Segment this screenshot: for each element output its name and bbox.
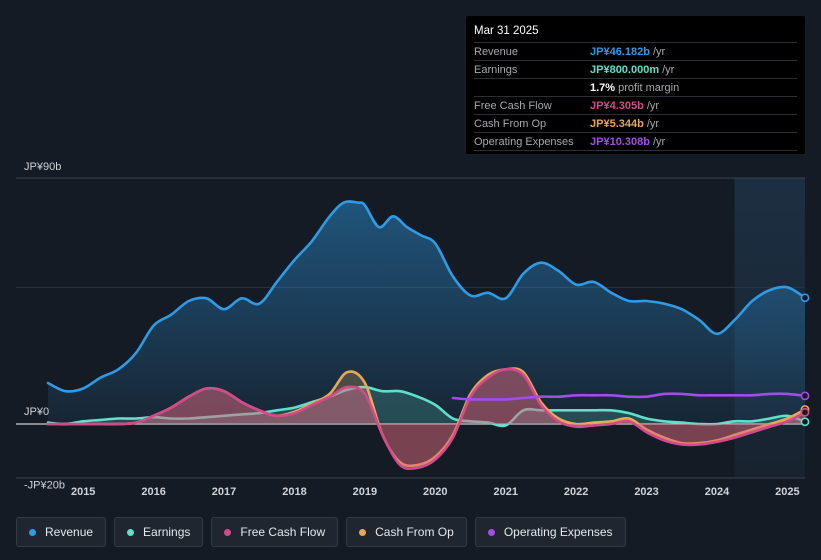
revenue-end-marker (800, 293, 810, 303)
earnings-area (48, 387, 805, 426)
legend-item-cash-from-op[interactable]: Cash From Op (346, 517, 467, 547)
legend-dot-icon (127, 528, 135, 536)
x-tick-label: 2025 (775, 486, 799, 498)
tooltip-unit: /yr (652, 135, 666, 148)
tooltip-value: JP¥800.000m (590, 63, 660, 76)
legend-item-revenue[interactable]: Revenue (16, 517, 107, 547)
free-cash-flow-line (46, 367, 806, 471)
tooltip-label: Revenue (474, 45, 519, 58)
tooltip-unit: /yr (662, 63, 675, 76)
tooltip-value: JP¥4.305b (590, 99, 644, 112)
operating-expenses-end-marker (800, 391, 810, 401)
x-tick-label: 2022 (564, 486, 588, 498)
tooltip-value: JP¥5.344b (590, 117, 644, 130)
legend-item-free-cash-flow[interactable]: Free Cash Flow (211, 517, 339, 547)
tooltip-label: Earnings (474, 63, 518, 76)
legend-item-earnings[interactable]: Earnings (114, 517, 204, 547)
revenue-area (48, 201, 805, 424)
earnings-line (46, 385, 806, 428)
legend-label: Revenue (45, 525, 94, 539)
legend-label: Cash From Op (375, 525, 454, 539)
cash-from-op-area (48, 368, 805, 466)
tooltip-unit: /yr (646, 99, 660, 112)
x-tick-label: 2023 (634, 486, 658, 498)
tooltip-value: 1.7% (590, 81, 616, 94)
tooltip-row: Cash From Op JP¥5.344b/yr (474, 114, 797, 132)
tooltip-label: Operating Expenses (474, 135, 574, 148)
tooltip-row: Revenue JP¥46.182b/yr (474, 42, 797, 60)
x-tick-label: 2018 (282, 486, 306, 498)
legend-dot-icon (224, 528, 232, 536)
free-cash-flow-area (48, 369, 805, 469)
tooltip-unit: /yr (652, 45, 666, 58)
x-tick-label: 2016 (141, 486, 165, 498)
y-tick-label: -JP¥20b (24, 480, 65, 492)
tooltip-row: Earnings JP¥800.000m/yr (474, 60, 797, 78)
legend-label: Operating Expenses (503, 525, 613, 539)
chart-legend: Revenue Earnings Free Cash Flow Cash From O… (16, 517, 626, 547)
chart-canvas: JP¥90b JP¥0 -JP¥20b 2015 2016 2017 2018 2019 202… (16, 161, 810, 498)
legend-dot-icon (29, 528, 36, 536)
tooltip-value: JP¥10.308b (590, 135, 650, 148)
legend-dot-icon (487, 528, 495, 536)
tooltip-unit: profit margin (618, 81, 680, 94)
tooltip-date: Mar 31 2025 (474, 25, 539, 37)
earnings-end-marker (800, 417, 810, 427)
x-tick-label: 2020 (423, 486, 447, 498)
y-tick-label: JP¥0 (24, 406, 49, 418)
x-tick-label: 2019 (353, 486, 377, 498)
x-tick-label: 2017 (212, 486, 236, 498)
free-cash-flow-end-marker (800, 407, 810, 417)
tooltip-row: Free Cash Flow JP¥4.305b/yr (474, 96, 797, 114)
y-tick-label: JP¥90b (24, 161, 61, 173)
tooltip-row: 1.7% profit margin (474, 78, 797, 96)
legend-label: Earnings (143, 525, 191, 539)
data-tooltip: Mar 31 2025 Revenue JP¥46.182b/yr Earnings… (466, 16, 805, 154)
tooltip-label: Cash From Op (474, 117, 547, 130)
legend-dot-icon (359, 528, 367, 536)
x-tick-label: 2015 (71, 486, 95, 498)
tooltip-unit: /yr (646, 117, 660, 130)
tooltip-value: JP¥46.182b (590, 45, 650, 58)
x-tick-label: 2021 (493, 486, 517, 498)
tooltip-label: Free Cash Flow (474, 99, 552, 112)
revenue-line (46, 200, 806, 393)
legend-item-operating-expenses[interactable]: Operating Expenses (474, 517, 626, 547)
legend-label: Free Cash Flow (240, 525, 326, 539)
tooltip-row: Operating Expenses JP¥10.308b/yr (474, 132, 797, 151)
x-tick-label: 2024 (705, 486, 730, 498)
operating-expenses-line (451, 392, 806, 401)
